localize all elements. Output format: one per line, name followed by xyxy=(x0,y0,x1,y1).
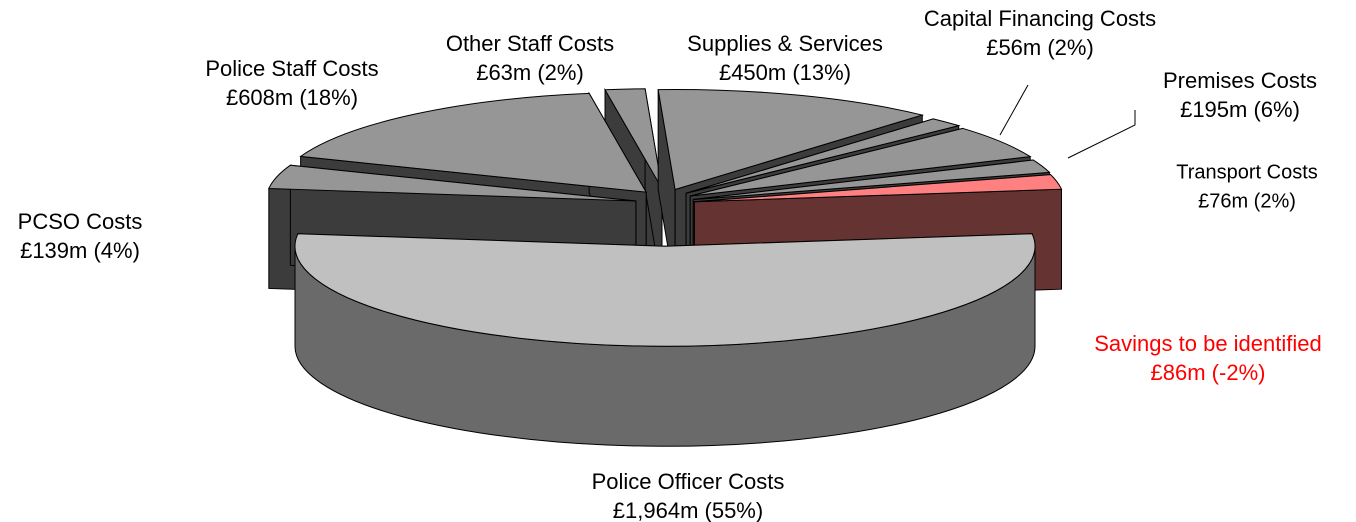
slice-label: Police Staff Costs xyxy=(205,56,378,81)
leader-lines xyxy=(999,84,1136,159)
value-label: £56m (2%) xyxy=(986,35,1094,60)
value-label: £63m (2%) xyxy=(476,60,584,85)
value-label: £195m (6%) xyxy=(1180,97,1300,122)
slice-label: PCSO Costs xyxy=(18,209,143,234)
slice xyxy=(693,159,1051,200)
pie xyxy=(268,87,1063,447)
leader-line xyxy=(999,84,1029,136)
value-label: £1,964m (55%) xyxy=(613,498,763,522)
slice-label: Savings to be identified xyxy=(1094,331,1322,356)
slice-label: Supplies & Services xyxy=(687,31,883,56)
slice-label: Police Officer Costs xyxy=(592,469,785,494)
slice xyxy=(294,233,1036,347)
slice-label: Capital Financing Costs xyxy=(924,6,1156,31)
slice xyxy=(299,92,648,193)
slice xyxy=(268,164,636,202)
slice-label: Other Staff Costs xyxy=(446,31,614,56)
slice xyxy=(604,88,663,189)
slice xyxy=(685,118,961,194)
value-label: £139m (4%) xyxy=(20,238,140,263)
slice-label: Premises Costs xyxy=(1163,68,1317,93)
value-label: £86m (-2%) xyxy=(1151,360,1266,385)
value-label: £450m (13%) xyxy=(719,60,851,85)
value-label: £76m (2%) xyxy=(1198,190,1296,212)
slice-label: Transport Costs xyxy=(1176,161,1318,183)
slice xyxy=(690,127,1032,197)
slice xyxy=(657,88,925,191)
leader-line xyxy=(1067,110,1136,159)
value-label: £608m (18%) xyxy=(226,85,358,110)
slice xyxy=(694,174,1063,203)
